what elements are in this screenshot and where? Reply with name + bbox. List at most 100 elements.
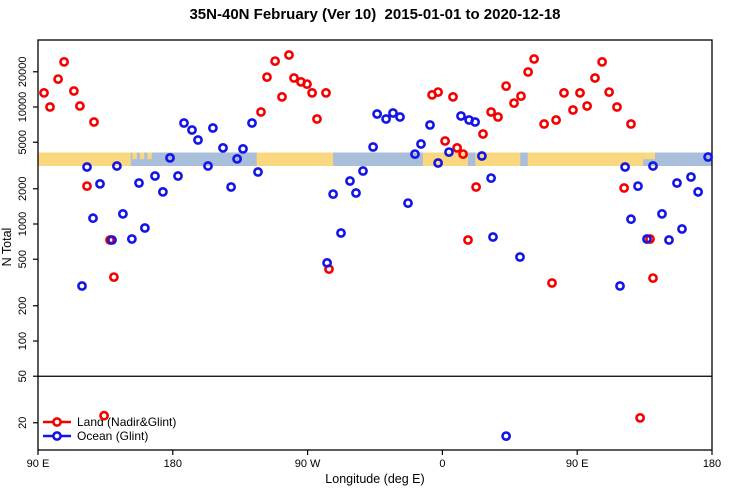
ocean-point [150,171,160,181]
ocean-point [238,143,248,154]
ocean-point [486,173,496,183]
x-tick-label: 90 E [27,458,50,470]
ocean-point [388,108,398,118]
ocean-point [232,153,242,164]
x-tick-label: 180 [703,458,721,470]
land-point [53,74,63,84]
land-strip-segment [422,152,644,166]
ocean-point [336,228,346,238]
ocean-point [226,182,236,192]
legend-label: Land (Nadir&Glint) [77,415,176,429]
y-axis-title: N Total [0,228,14,267]
ocean-point [476,151,487,161]
land-point [575,88,585,98]
land-point [516,91,526,101]
land-point [458,149,468,159]
ocean-point [157,186,168,197]
ocean-point [95,178,105,189]
y-tick-label: 20000 [17,56,29,87]
land-point [547,278,557,288]
ocean-point [403,198,413,208]
ocean-point [501,431,511,441]
ocean-point [203,161,213,171]
ocean-point [247,118,257,128]
legend-label: Ocean (Glint) [77,429,148,443]
land-point [478,129,488,139]
land-point [471,182,481,192]
land-strip-segment [38,152,131,166]
land-point [312,114,322,124]
land-point [493,112,503,122]
y-tick-label: 500 [17,250,29,268]
x-axis-title: Longitude (deg E) [325,472,425,486]
ocean-point [677,224,687,234]
ocean-point [77,281,87,291]
ocean-point [648,161,658,171]
ocean-point [488,232,498,242]
ocean-point [470,117,480,127]
land-point [501,81,511,91]
land-point [626,119,636,129]
land-point [590,73,600,83]
plot-box [37,39,713,451]
land-point [302,79,312,89]
ocean-point [368,142,378,152]
land-point [39,88,49,98]
land-point [440,136,450,146]
land-point [509,98,519,108]
ocean-point [218,142,228,153]
land-point [270,56,280,66]
ocean-point [686,172,696,182]
legend-marker [52,431,62,441]
land-point [262,72,272,82]
ocean-point [633,181,643,191]
ocean-point [345,176,355,186]
land-point [45,102,55,112]
land-point [582,101,592,111]
ocean-point [664,235,674,245]
ocean-strip-segment [467,152,476,166]
ocean-point [372,109,382,119]
land-strip-segment [132,152,137,160]
land-point [433,87,443,97]
chart-title: 35N-40N February (Ver 10) 2015-01-01 to … [189,6,561,23]
ocean-point [322,257,332,268]
ocean-point [444,147,454,157]
x-tick-label: 180 [164,458,182,470]
land-point [463,235,473,245]
ocean-point [425,120,435,130]
ocean-point [672,178,682,188]
land-point [604,87,614,97]
ocean-point [139,223,150,233]
ocean-point [187,125,197,135]
ocean-strip-segment [520,152,528,166]
x-tick-label: 0 [439,458,445,470]
land-point [69,86,79,96]
ocean-point [88,213,98,224]
ocean-point [456,111,466,121]
x-tick-label: 90 E [566,458,589,470]
ocean-point [693,186,703,197]
land-point [486,107,496,117]
land-point [289,73,299,83]
ocean-point [416,139,426,149]
ocean-point [193,135,203,145]
y-tick-label: 50 [17,370,29,382]
land-strip-segment [147,152,152,160]
ocean-point [112,161,122,171]
land-point [635,412,645,423]
ocean-point [433,158,443,168]
ocean-point [351,188,361,198]
ocean-point [118,208,128,219]
land-point [612,102,622,112]
ocean-point [107,235,117,245]
ocean-point [253,167,263,177]
y-tick-label: 10000 [17,92,29,123]
land-strip-segment [643,152,656,160]
land-point [452,142,462,153]
land-point [307,88,317,98]
ocean-point [134,178,144,188]
ocean-point [626,214,636,225]
